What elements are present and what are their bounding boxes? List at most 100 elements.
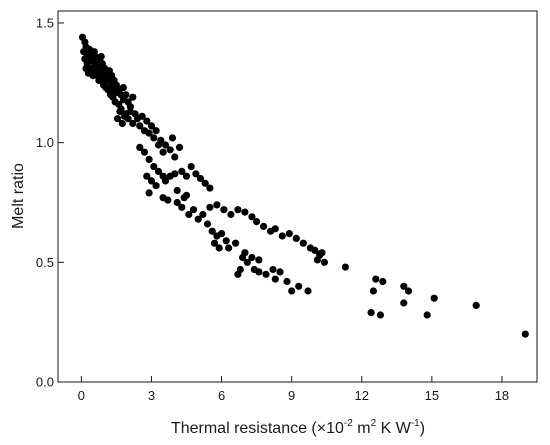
data-point: [95, 76, 103, 84]
data-point: [222, 237, 230, 245]
data-point: [269, 265, 277, 274]
x-axis-title-exp1: -2: [344, 418, 353, 429]
data-point: [292, 234, 300, 242]
data-point: [104, 67, 112, 75]
data-point: [271, 225, 279, 233]
data-point: [255, 268, 263, 276]
data-point: [253, 218, 261, 226]
data-points: [78, 33, 529, 338]
data-point: [218, 230, 226, 238]
data-point: [318, 249, 326, 257]
y-tick-label: 1.0: [36, 135, 54, 150]
y-tick-label: 0.0: [36, 375, 54, 390]
data-point: [129, 119, 137, 128]
x-tick-label: 12: [355, 388, 369, 403]
data-point: [278, 232, 286, 240]
x-axis-title-prefix: ×10: [317, 420, 344, 437]
data-point: [367, 309, 375, 317]
data-point: [121, 112, 129, 120]
data-point: [173, 198, 181, 207]
data-point: [100, 81, 108, 89]
data-point: [152, 182, 160, 190]
data-point: [122, 91, 130, 99]
data-point: [241, 208, 249, 216]
data-point: [150, 134, 158, 142]
data-point: [143, 117, 151, 125]
data-point: [285, 230, 293, 238]
data-point: [93, 69, 101, 77]
data-point: [189, 206, 198, 214]
data-point: [372, 275, 380, 283]
data-point: [376, 311, 384, 319]
data-point: [320, 258, 328, 266]
data-point: [311, 246, 319, 254]
data-point: [215, 244, 223, 252]
data-point: [194, 215, 202, 223]
data-point: [248, 253, 256, 262]
data-point: [173, 186, 181, 195]
x-axis-title-m: m: [353, 420, 371, 437]
data-point: [199, 210, 207, 219]
data-point: [159, 148, 167, 156]
x-tick-label: 3: [148, 388, 155, 403]
data-point: [271, 275, 279, 283]
data-point: [161, 177, 170, 185]
data-point: [83, 50, 91, 58]
data-point: [423, 311, 431, 319]
x-tick-label: 6: [218, 388, 225, 403]
data-point: [171, 170, 179, 178]
data-point: [295, 282, 303, 290]
data-point: [154, 167, 163, 175]
data-point: [171, 153, 179, 161]
x-axis-ticks: 0 3 6 9 12 15 18: [78, 376, 509, 403]
data-point: [114, 115, 122, 123]
data-point: [341, 263, 349, 271]
data-point: [150, 163, 158, 171]
data-point: [369, 287, 377, 295]
data-point: [166, 146, 174, 154]
data-point: [430, 294, 438, 302]
x-axis-title-close: ): [420, 420, 425, 437]
x-tick-label: 9: [288, 388, 295, 403]
data-point: [227, 210, 235, 219]
data-point: [147, 177, 156, 185]
data-point: [404, 287, 413, 295]
x-axis-title-exp2: 2: [371, 418, 377, 429]
data-point: [225, 244, 233, 252]
data-point: [81, 38, 89, 46]
y-tick-label: 1.5: [36, 15, 54, 30]
data-point: [147, 122, 156, 130]
data-point: [299, 239, 307, 247]
y-axis-title: Melt ratio: [10, 163, 27, 229]
data-point: [145, 129, 153, 137]
data-point: [248, 213, 256, 221]
data-point: [187, 163, 195, 171]
y-tick-label: 0.5: [36, 255, 54, 270]
data-point: [262, 270, 270, 278]
y-axis-ticks: 0.0 0.5 1.0 1.5: [36, 15, 64, 390]
data-point: [234, 206, 242, 214]
data-point: [157, 136, 165, 144]
data-point: [192, 170, 200, 178]
data-point: [168, 134, 177, 142]
data-point: [118, 119, 126, 128]
data-point: [208, 227, 216, 235]
data-point: [196, 174, 205, 183]
data-point: [213, 201, 221, 209]
data-point: [136, 143, 144, 151]
data-point: [138, 112, 146, 120]
data-point: [304, 287, 312, 295]
data-point: [178, 167, 186, 175]
x-axis-title: Thermal resistance (×10-2 m2 K W-1): [171, 418, 425, 437]
data-point: [129, 93, 137, 101]
data-point: [182, 172, 191, 180]
data-point: [164, 196, 172, 204]
data-point: [161, 141, 170, 149]
data-point: [90, 48, 98, 56]
data-point: [116, 107, 124, 116]
data-point: [136, 122, 144, 130]
x-tick-label: 18: [495, 388, 509, 403]
data-point: [283, 277, 291, 286]
data-point: [201, 179, 209, 187]
